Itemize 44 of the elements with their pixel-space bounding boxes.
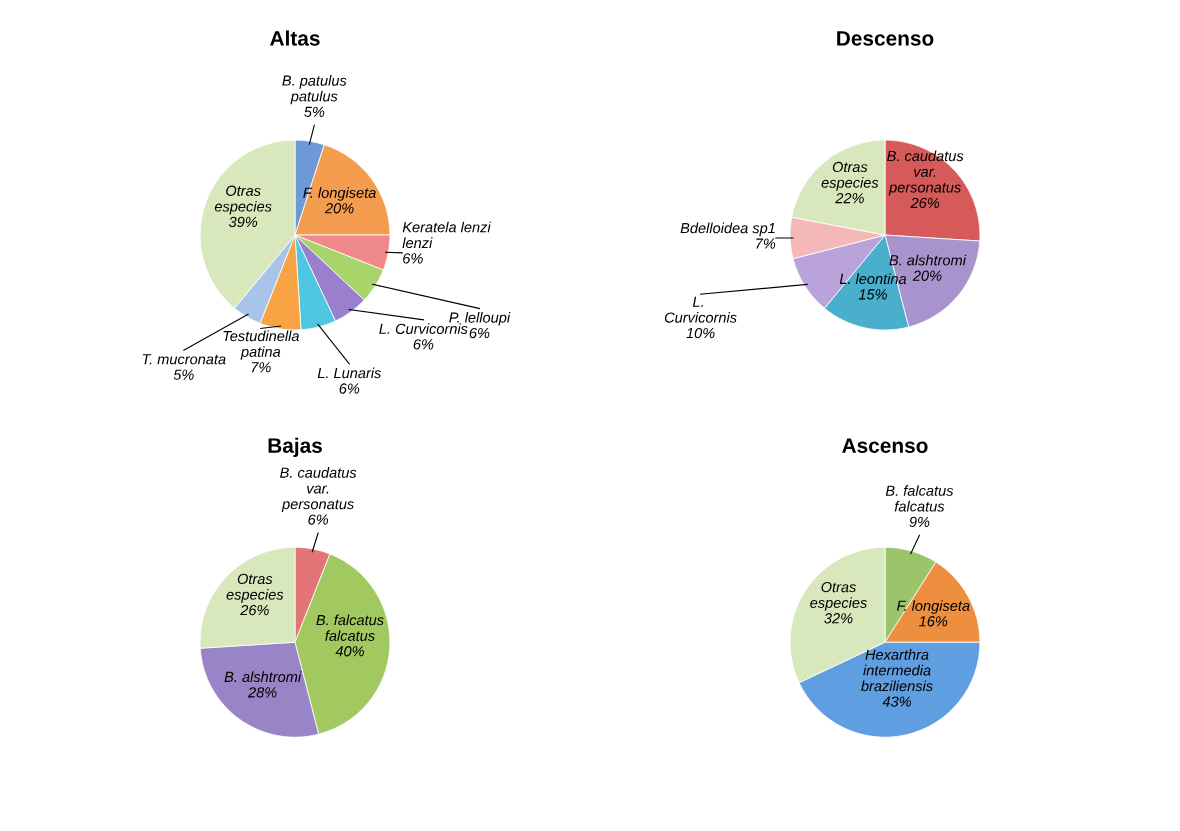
data-label: 20% [912, 270, 942, 281]
data-label: 43% [882, 696, 911, 707]
data-label: 40% [335, 646, 364, 657]
data-label: 22% [835, 193, 864, 204]
data-label: 28% [247, 687, 277, 698]
slice-label: Bdelloidea sp1 [680, 222, 775, 237]
data-label: 6% [413, 339, 434, 350]
slice-label: T. mucronata [142, 354, 226, 365]
chart-title: Descenso [837, 31, 934, 46]
slice-label: B. falcatus falcatus [885, 485, 954, 512]
slice-label: B. alshtromi [224, 671, 302, 683]
slice-label: Otras especies [821, 161, 879, 191]
data-label: 32% [824, 613, 853, 624]
data-label: 10% [686, 327, 715, 339]
data-label: 6% [403, 253, 423, 264]
data-label: 26% [910, 197, 940, 209]
chart-title: Ascenso [842, 438, 928, 453]
data-label: 15% [858, 289, 887, 300]
slice-label: L. Lunaris [317, 367, 382, 379]
data-label: 6% [308, 514, 329, 525]
data-label: 5% [304, 106, 325, 117]
slice-label: F. longiseta [896, 600, 970, 614]
slice-label: B. alshtromi [889, 254, 967, 266]
data-label: 7% [251, 362, 271, 373]
data-label: 6% [469, 327, 490, 339]
slice-label: Hexarthra intermedia braziliensis [861, 649, 933, 692]
data-label: 16% [919, 616, 948, 627]
slice-label: B. falcatus falcatus [316, 614, 384, 641]
slice-label: B. patulus patulus [282, 75, 347, 105]
slice-label: Otras especies [214, 185, 272, 215]
data-label: 20% [324, 203, 354, 214]
slice-label: Otras especies [226, 573, 284, 603]
data-label: 26% [240, 604, 269, 616]
slice-label: Keratela lenzi lenzi [402, 221, 491, 249]
data-label: 9% [909, 516, 930, 528]
data-label: 6% [339, 383, 360, 394]
chart-title: Altas [270, 30, 320, 46]
data-label: 7% [756, 238, 776, 249]
slice-label: B. caudatus var. personatus [280, 467, 357, 513]
chart-title: Bajas [268, 437, 322, 458]
data-label: 39% [228, 216, 258, 228]
slice-label: L. Curvicornis [664, 296, 737, 323]
data-label: 5% [173, 369, 194, 380]
slice-label: Otras especies [810, 581, 867, 611]
